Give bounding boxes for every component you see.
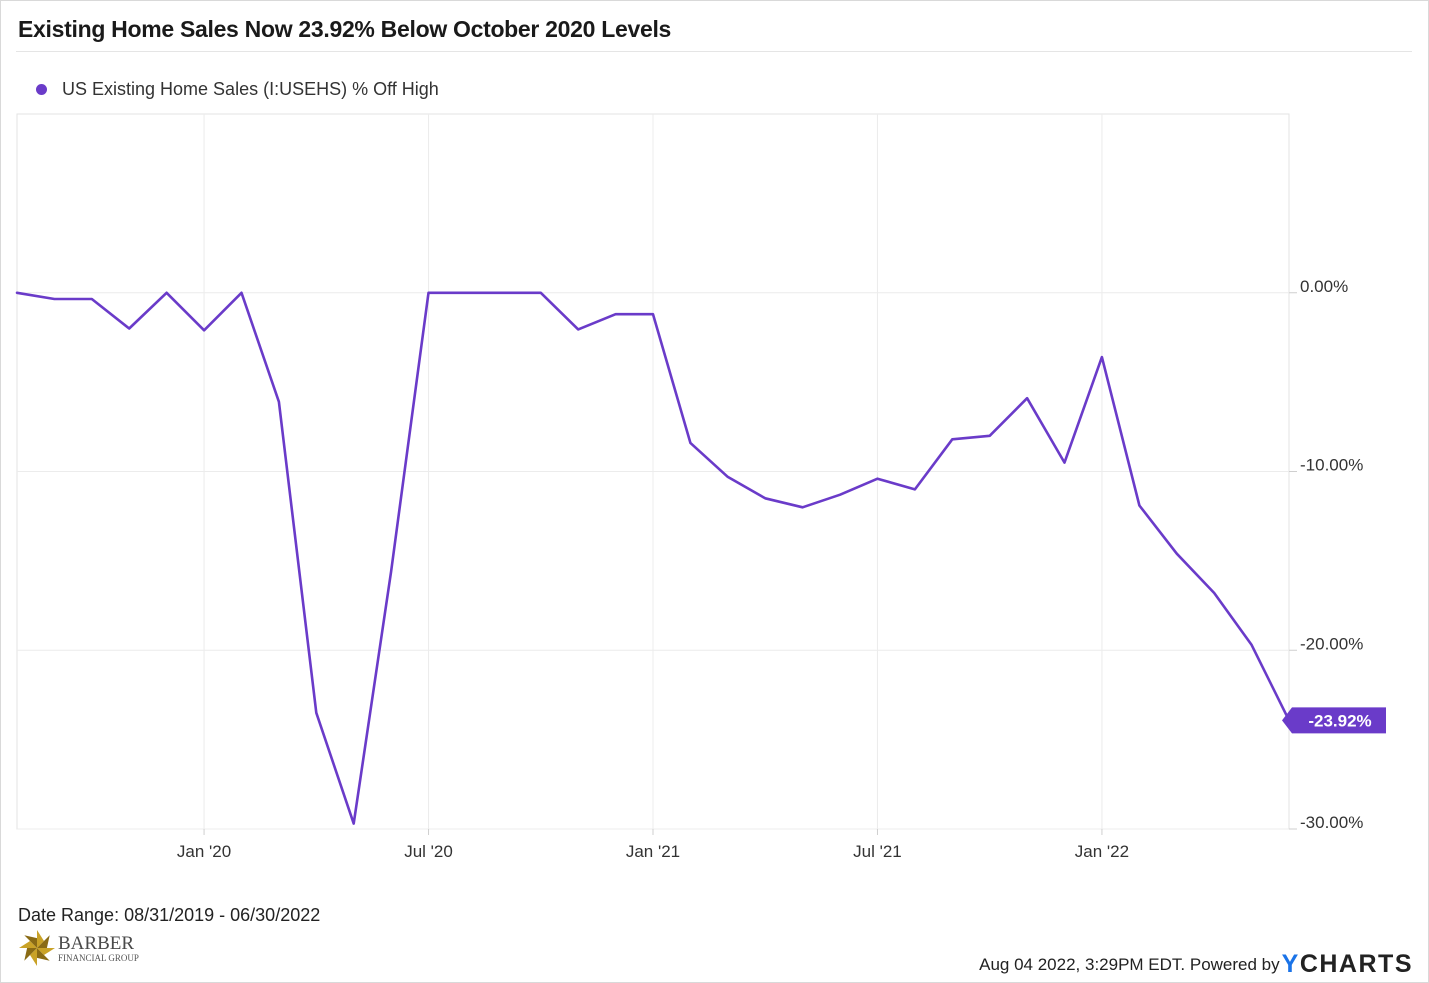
footer-timestamp: Aug 04 2022, 3:29PM EDT. Powered by Y CHA… xyxy=(979,950,1413,979)
x-tick-label: Jan '22 xyxy=(1075,842,1129,861)
chart-title: Existing Home Sales Now 23.92% Below Oct… xyxy=(18,16,672,42)
logo-name: BARBER xyxy=(58,932,135,954)
ycharts-logo-y[interactable]: Y xyxy=(1281,950,1300,978)
y-tick-label: 0.00% xyxy=(1300,277,1348,296)
timestamp-text: Aug 04 2022, 3:29PM EDT. Powered by xyxy=(979,954,1280,974)
logo-blade xyxy=(24,948,37,961)
series-line-us-existing-home-sales xyxy=(15,291,1291,825)
logo-blade xyxy=(37,948,55,955)
logo-blade xyxy=(37,935,50,948)
x-tick-label: Jul '21 xyxy=(853,842,902,861)
barber-financial-logo: BARBER FINANCIAL GROUP xyxy=(18,928,139,968)
x-tick-label: Jan '21 xyxy=(626,842,680,861)
y-tick-label: -30.00% xyxy=(1300,813,1363,832)
last-value-flag xyxy=(1282,707,1386,734)
logo-blade xyxy=(37,930,44,948)
title-divider xyxy=(16,51,1412,52)
y-tick-label: -10.00% xyxy=(1300,456,1363,475)
pinwheel-logo-icon xyxy=(19,930,55,966)
logo-blade xyxy=(19,941,37,948)
legend-marker xyxy=(36,84,47,95)
legend-label: US Existing Home Sales (I:USEHS) % Off H… xyxy=(62,79,439,99)
y-tick-label: -20.00% xyxy=(1300,634,1363,653)
date-range: Date Range: 08/31/2019 - 06/30/2022 xyxy=(18,905,321,925)
ycharts-logo-text[interactable]: CHARTS xyxy=(1299,950,1413,978)
x-tick-label: Jul '20 xyxy=(404,842,453,861)
last-value-label: -23.92% xyxy=(1308,711,1371,730)
legend[interactable]: US Existing Home Sales (I:USEHS) % Off H… xyxy=(36,79,439,100)
logo-blade xyxy=(30,948,37,966)
x-tick-label: Jan '20 xyxy=(177,842,231,861)
logo-subtitle: FINANCIAL GROUP xyxy=(58,952,139,963)
